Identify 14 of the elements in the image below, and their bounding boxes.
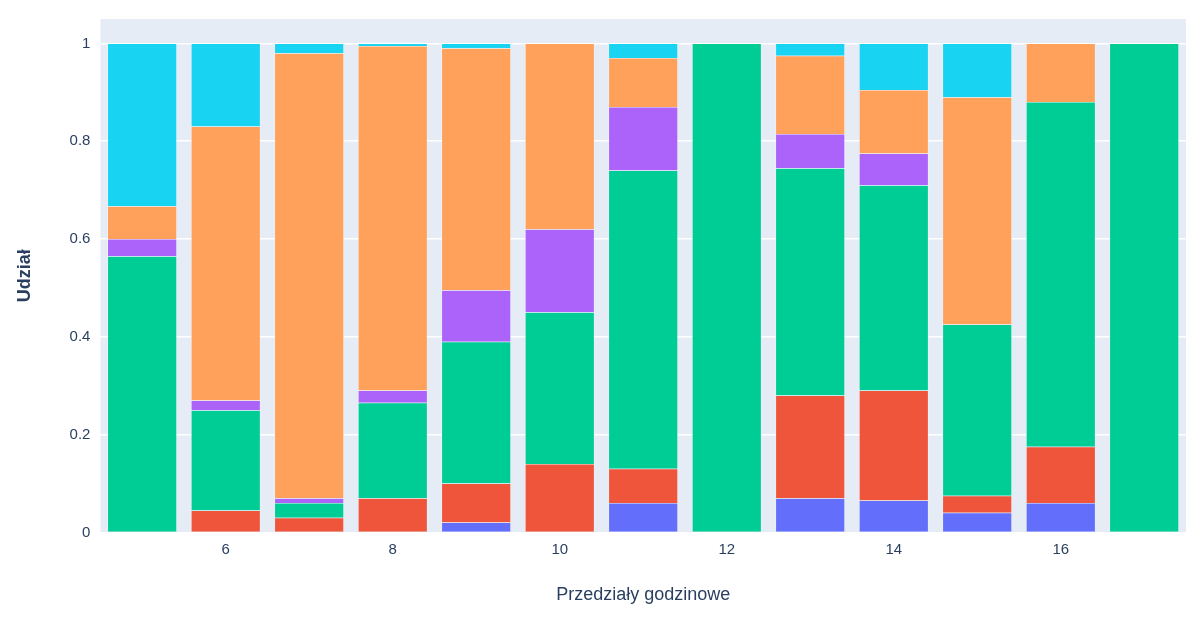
y-tick-label: 1 [82,33,91,51]
y-tick-label: 0 [82,522,91,540]
x-tick-label: 16 [1052,539,1070,557]
x-axis-title: Przedziały godzinowe [556,584,731,605]
x-tick-label: 6 [221,539,230,557]
x-tick-label: 14 [885,539,903,557]
x-tick-label: 10 [551,539,569,557]
x-tick-label: 12 [718,539,736,557]
y-tick-label: 0.8 [69,131,91,149]
y-tick-label: 0.2 [69,424,91,442]
y-axis-title: Udział [13,249,34,303]
y-tick-label: 0.6 [69,229,91,247]
x-tick-label: 8 [388,539,397,557]
y-tick-label: 0.4 [69,326,91,344]
